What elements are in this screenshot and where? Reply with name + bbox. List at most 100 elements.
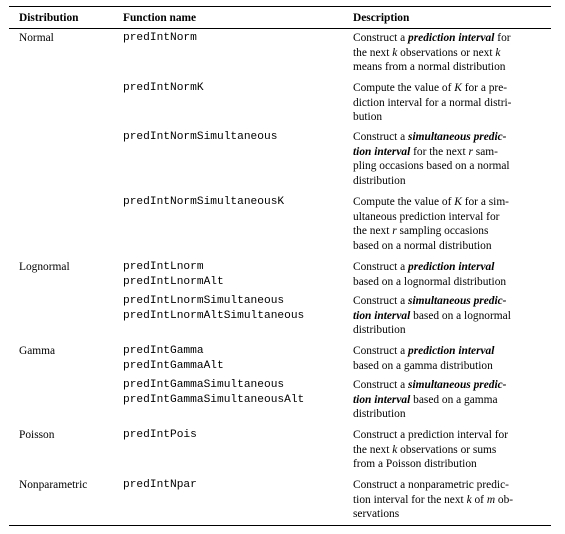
math-variable: r [468, 145, 473, 158]
description-line: based on a normal distribution [353, 239, 509, 254]
description-text: for a sim- [461, 196, 509, 208]
description-text: based on a normal distribution [353, 239, 492, 252]
top-rule [9, 6, 551, 8]
description-text: Construct a prediction interval for [353, 429, 508, 441]
description-line: diction interval for a normal distri- [353, 96, 511, 111]
function-name-cell: predIntNorm [123, 31, 197, 46]
emphasis-term: simultaneous predic- [408, 295, 507, 307]
description-text: pling occasions based on a normal [353, 160, 510, 173]
distribution-cell: Nonparametric [19, 479, 88, 491]
function-name: predIntNpar [123, 479, 197, 491]
description-text: distribution [353, 408, 406, 421]
description-line: Construct a prediction interval [353, 260, 506, 275]
description-line: Construct a simultaneous predic- [353, 130, 510, 145]
description-cell: Construct a simultaneous predic-tion int… [353, 294, 511, 338]
emphasis-term: tion interval [353, 309, 411, 322]
emphasis-term: tion interval [353, 145, 411, 158]
emphasis-term: simultaneous predic- [408, 379, 507, 391]
bottom-rule [9, 525, 551, 527]
description-text: observations or next [397, 46, 496, 59]
description-text: Compute the value of [353, 196, 455, 208]
function-name: predIntGamma [123, 345, 204, 357]
description-text: observations or sums [397, 443, 497, 456]
description-line: tion interval for the next r sam- [353, 145, 510, 160]
function-name-cell: predIntNpar [123, 478, 197, 493]
function-name-cell: predIntGammaSimultaneous predIntGammaSimu… [123, 378, 304, 407]
description-text: Construct a [353, 345, 409, 357]
description-text: based on a lognormal [410, 309, 511, 322]
description-text: Construct a [353, 32, 409, 44]
distribution-cell: Poisson [19, 429, 55, 441]
description-cell: Construct a prediction interval for the n… [353, 428, 508, 472]
description-text: Construct a [353, 131, 409, 143]
function-name: predIntNormK [123, 82, 204, 94]
description-text: Construct a [353, 261, 409, 273]
description-line: distribution [353, 407, 506, 422]
description-text: based on a lognormal distribution [353, 275, 507, 288]
description-text: Construct a nonparametric predic- [353, 479, 509, 491]
description-text: for the next [410, 145, 469, 158]
function-name-cell: predIntNormSimultaneous [123, 130, 277, 145]
description-line: tion interval based on a gamma [353, 393, 506, 408]
description-line: tion interval for the next k of m ob- [353, 493, 513, 508]
distribution-cell: Gamma [19, 345, 56, 357]
emphasis-term: prediction interval [408, 345, 495, 357]
function-name: predIntNormSimultaneousK [123, 196, 285, 208]
header-distribution: Distribution [19, 12, 79, 24]
description-text: of [471, 493, 487, 506]
header-rule [9, 28, 551, 29]
description-line: servations [353, 507, 513, 522]
description-text: Compute the value of [353, 82, 455, 94]
math-variable: k [392, 443, 398, 456]
function-name: predIntGammaSimultaneous [123, 379, 285, 391]
description-line: the next k observations or sums [353, 443, 508, 458]
math-variable: r [392, 225, 397, 238]
function-name-cell: predIntGamma predIntGammaAlt [123, 344, 224, 373]
description-line: tion interval based on a lognormal [353, 309, 511, 324]
description-text: servations [353, 508, 400, 521]
function-name: predIntPois [123, 429, 197, 441]
description-cell: Construct a nonparametric predic-tion in… [353, 478, 513, 522]
description-cell: Construct a prediction interval based on … [353, 344, 494, 373]
distribution-cell: Normal [19, 32, 54, 44]
description-cell: Construct a simultaneous predic-tion int… [353, 130, 510, 188]
description-line: means from a normal distribution [353, 60, 511, 75]
description-text: distribution [353, 174, 406, 187]
description-text: Construct a [353, 295, 409, 307]
math-variable: K [454, 196, 462, 208]
function-name: predIntLnorm [123, 261, 204, 273]
description-line: based on a gamma distribution [353, 359, 494, 374]
function-name-cell: predIntNormK [123, 81, 204, 96]
description-cell: Compute the value of K for a sim-ultaneo… [353, 195, 509, 253]
description-text: the next [353, 225, 393, 238]
description-cell: Construct a prediction interval for the n… [353, 31, 511, 75]
description-line: Compute the value of K for a pre- [353, 81, 511, 96]
description-line: based on a lognormal distribution [353, 275, 506, 290]
description-text: means from a normal distribution [353, 61, 506, 74]
description-text: based on a gamma [410, 393, 498, 406]
description-line: the next r sampling occasions [353, 224, 509, 239]
description-line: distribution [353, 174, 510, 189]
description-text: tion interval for the next [353, 493, 467, 506]
description-text: ultaneous prediction interval for [353, 210, 500, 223]
emphasis-term: prediction interval [408, 261, 495, 273]
function-name: predIntLnormAlt [123, 275, 224, 288]
description-line: Compute the value of K for a sim- [353, 195, 509, 210]
function-name-cell: predIntLnorm predIntLnormAlt [123, 260, 224, 289]
math-variable: k [466, 493, 472, 506]
description-text: diction interval for a normal distri- [353, 96, 512, 109]
function-name: predIntGammaSimultaneousAlt [123, 393, 305, 406]
description-line: Construct a prediction interval [353, 344, 494, 359]
function-name: predIntNorm [123, 32, 197, 44]
function-name: predIntLnormAltSimultaneous [123, 309, 305, 322]
description-text: sam- [472, 145, 498, 158]
math-variable: k [392, 46, 398, 59]
description-text: the next [353, 46, 393, 59]
header-function-name: Function name [123, 12, 197, 24]
description-line: the next k observations or next k [353, 46, 511, 61]
function-name: predIntNormSimultaneous [123, 131, 278, 143]
description-text: the next [353, 443, 393, 456]
description-line: bution [353, 110, 511, 125]
description-text: from a Poisson distribution [353, 458, 477, 471]
distribution-cell: Lognormal [19, 261, 70, 273]
